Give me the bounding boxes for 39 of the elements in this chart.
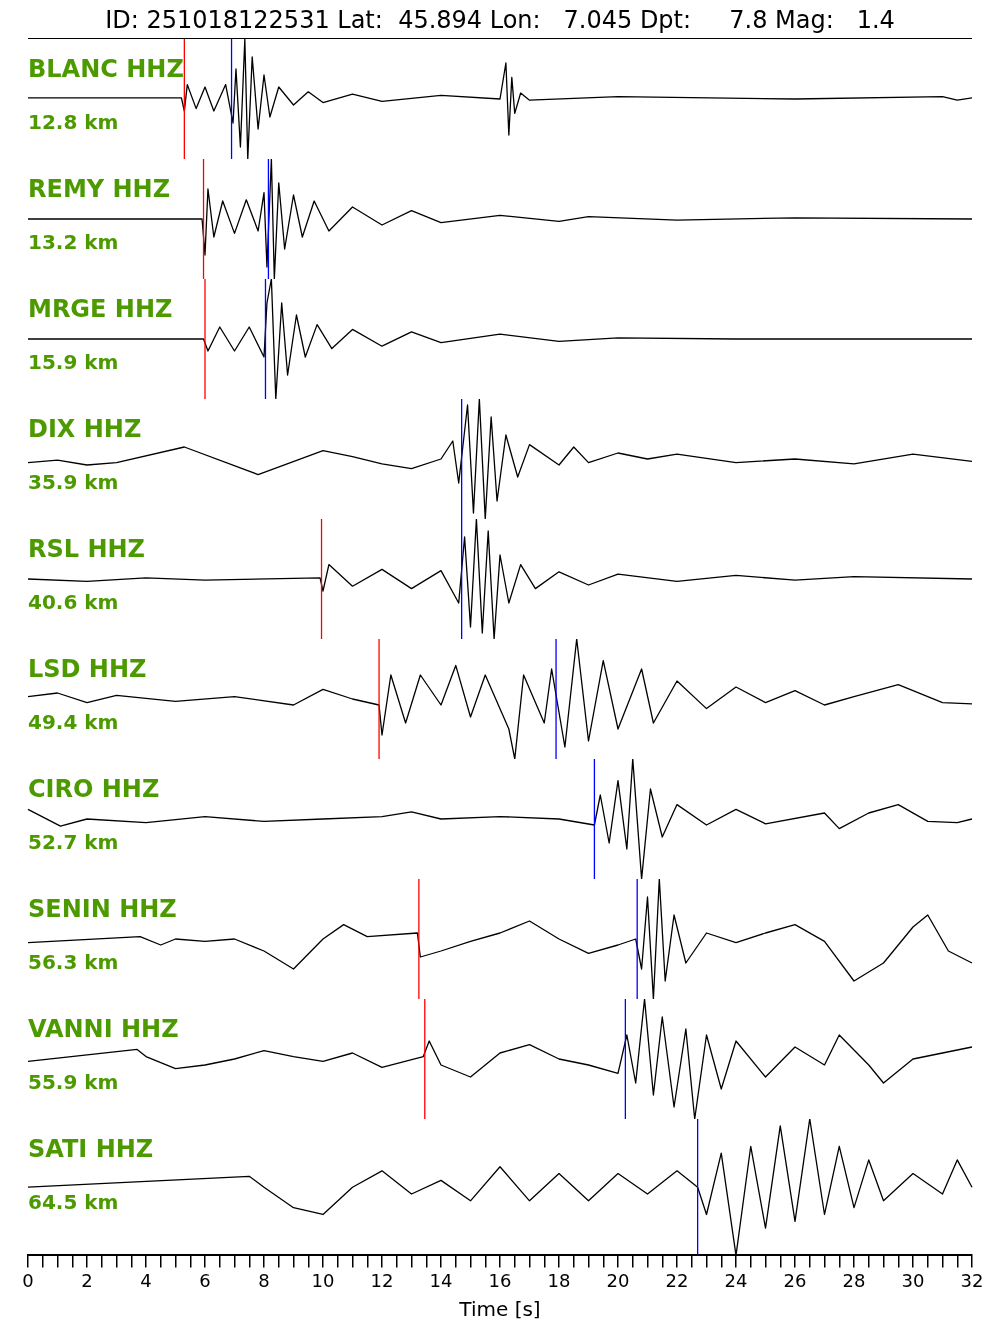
annotation: 12.8 km [28,110,119,134]
x-tick-label: 20 [606,1269,630,1291]
annotation: BLANC HHZ [28,55,184,83]
x-tick-label: 0 [22,1269,34,1291]
annotation: 15.9 km [28,350,119,374]
x-tick-label: 28 [842,1269,866,1291]
annotation: LSD HHZ [28,655,147,683]
annotation: RSL HHZ [28,535,145,563]
x-tick-label: 16 [488,1269,512,1291]
annotation: 56.3 km [28,950,119,974]
annotation: REMY HHZ [28,175,171,203]
x-tick-label: 14 [429,1269,453,1291]
x-tick-label: 26 [783,1269,807,1291]
x-tick-label: 4 [140,1269,152,1291]
x-tick-label: 2 [81,1269,93,1291]
x-axis-title: Time [s] [458,1297,541,1322]
chart-title: ID: 251018122531 Lat: 45.894 Lon: 7.045 Dpt: 7.8 Mag: 1.4 [28,0,972,39]
annotation: 55.9 km [28,1070,119,1094]
annotation: CIRO HHZ [28,775,160,803]
annotation: 49.4 km [28,710,119,734]
annotation: MRGE HHZ [28,295,173,323]
x-tick-label: 30 [901,1269,925,1291]
x-tick-label: 18 [547,1269,571,1291]
annotation: 35.9 km [28,470,119,494]
x-tick-label: 24 [724,1269,748,1291]
annotation: SATI HHZ [28,1135,154,1163]
annotation: VANNI HHZ [28,1015,179,1043]
annotation: 40.6 km [28,590,119,614]
x-tick-label: 32 [960,1269,984,1291]
annotation: DIX HHZ [28,415,142,443]
x-tick-label: 10 [311,1269,335,1291]
x-tick-label: 6 [199,1269,211,1291]
x-tick-label: 22 [665,1269,689,1291]
x-tick-label: 12 [370,1269,394,1291]
annotation: SENIN HHZ [28,895,177,923]
annotation: 52.7 km [28,830,119,854]
annotation: 13.2 km [28,230,119,254]
annotation: 64.5 km [28,1190,119,1214]
x-tick-label: 8 [258,1269,270,1291]
